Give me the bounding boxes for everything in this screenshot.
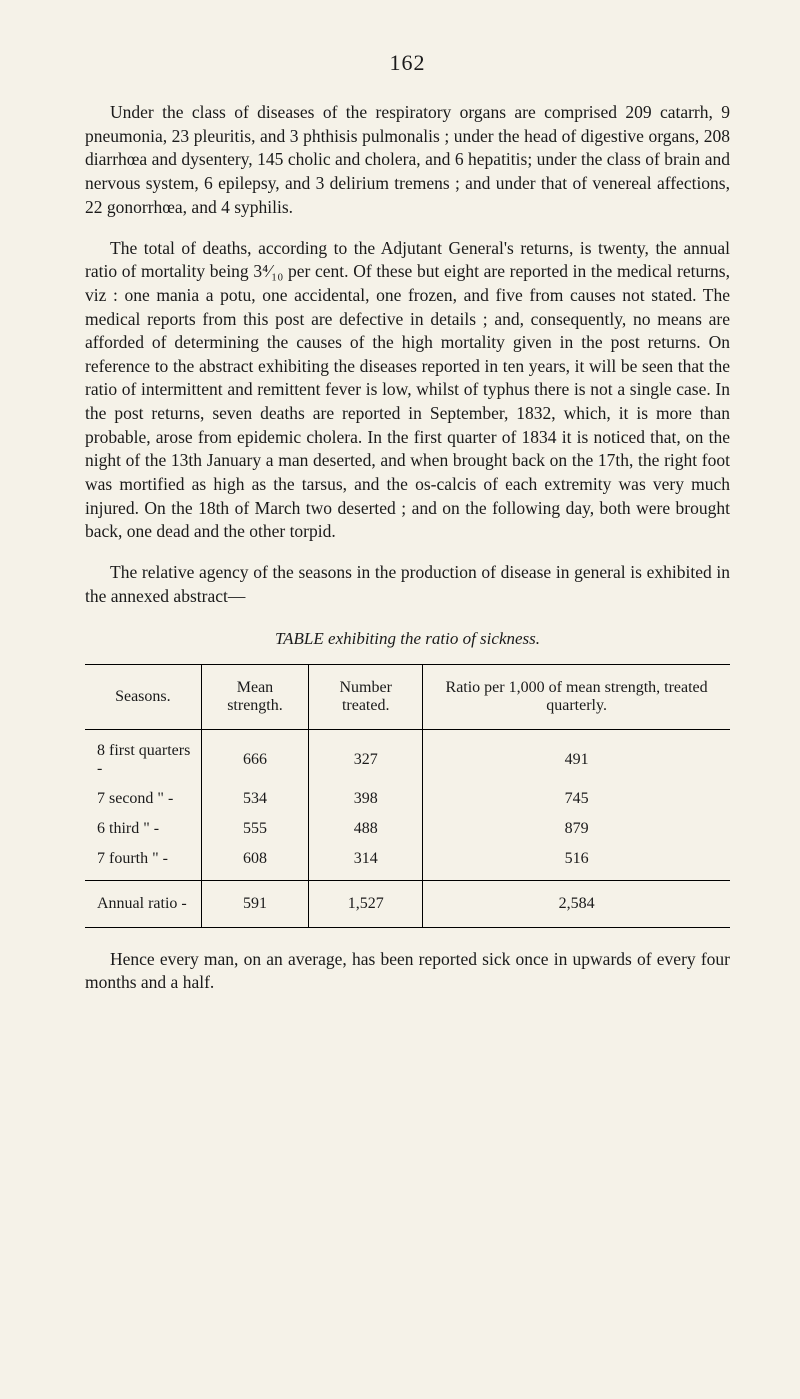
page-number: 162 [85,50,730,76]
table-annual-row: Annual ratio - 591 1,527 2,584 [85,880,730,927]
cell-mean: 555 [201,814,309,844]
paragraph-final: Hence every man, on an average, has been… [85,948,730,995]
cell-ratio: 491 [423,729,730,784]
cell-annual-mean: 591 [201,880,309,927]
header-number-treated: Number treated. [309,664,423,729]
paragraph-3: The relative agency of the seasons in th… [85,561,730,608]
header-seasons: Seasons. [85,664,201,729]
cell-treated: 398 [309,784,423,814]
table-row: 8 first quarters - 666 327 491 [85,729,730,784]
cell-ratio: 745 [423,784,730,814]
cell-annual-ratio: 2,584 [423,880,730,927]
cell-annual-label: Annual ratio - [85,880,201,927]
document-page: 162 Under the class of diseases of the r… [0,0,800,1399]
cell-ratio: 516 [423,844,730,881]
cell-annual-treated: 1,527 [309,880,423,927]
paragraph-2: The total of deaths, according to the Ad… [85,237,730,544]
cell-season: 8 first quarters - [85,729,201,784]
cell-season: 7 fourth " - [85,844,201,881]
cell-treated: 488 [309,814,423,844]
cell-season: 6 third " - [85,814,201,844]
table-header-row: Seasons. Mean strength. Number treated. … [85,664,730,729]
cell-mean: 534 [201,784,309,814]
cell-treated: 314 [309,844,423,881]
cell-treated: 327 [309,729,423,784]
paragraph-1: Under the class of diseases of the respi… [85,101,730,219]
cell-mean: 608 [201,844,309,881]
header-mean-strength: Mean strength. [201,664,309,729]
table-row: 7 fourth " - 608 314 516 [85,844,730,881]
table-row: 7 second " - 534 398 745 [85,784,730,814]
table-row: 6 third " - 555 488 879 [85,814,730,844]
cell-mean: 666 [201,729,309,784]
cell-ratio: 879 [423,814,730,844]
sickness-ratio-table: Seasons. Mean strength. Number treated. … [85,664,730,928]
table-title: TABLE exhibiting the ratio of sickness. [85,629,730,649]
cell-season: 7 second " - [85,784,201,814]
header-ratio: Ratio per 1,000 of mean strength, treate… [423,664,730,729]
